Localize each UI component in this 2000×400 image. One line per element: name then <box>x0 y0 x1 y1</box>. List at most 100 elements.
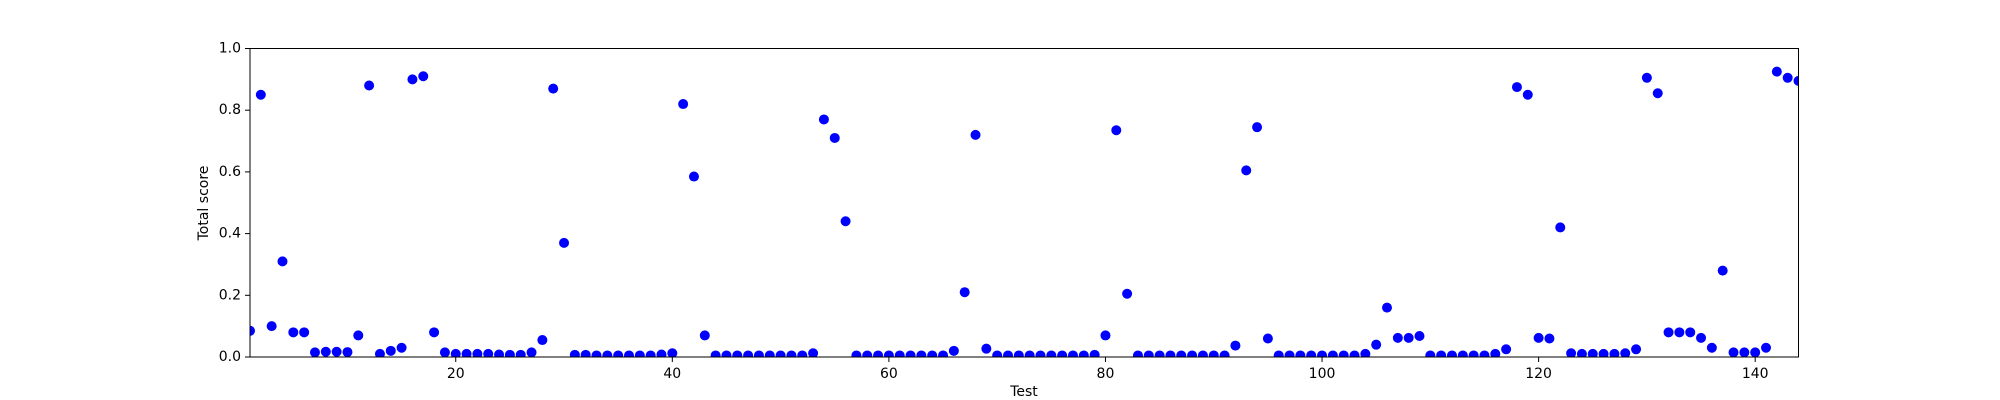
point <box>1544 333 1555 344</box>
point <box>1782 72 1793 83</box>
point <box>1457 350 1468 357</box>
point <box>1576 348 1587 357</box>
point <box>1522 89 1533 100</box>
point <box>645 350 656 357</box>
y-tick-label: 0.4 <box>219 226 241 242</box>
point <box>418 71 429 82</box>
y-tick-label: 0.6 <box>219 164 241 180</box>
point <box>1067 350 1078 357</box>
point <box>439 347 450 357</box>
point <box>1598 348 1609 357</box>
point <box>1631 344 1642 355</box>
point <box>786 350 797 357</box>
point <box>526 347 537 357</box>
point <box>613 350 624 357</box>
point <box>472 348 483 357</box>
points <box>250 66 1799 357</box>
point <box>1057 350 1068 357</box>
point <box>250 325 255 336</box>
point <box>1490 348 1501 357</box>
point <box>1533 332 1544 343</box>
point <box>1706 342 1717 353</box>
point <box>1511 82 1522 93</box>
point <box>559 237 570 248</box>
point <box>905 350 916 357</box>
y-tick-label: 1.0 <box>219 41 241 57</box>
point <box>883 350 894 357</box>
axes-frame <box>249 48 1799 358</box>
point <box>1566 348 1577 357</box>
point <box>1750 347 1761 357</box>
point <box>1078 350 1089 357</box>
point <box>1414 331 1425 342</box>
point <box>1717 265 1728 276</box>
y-axis-label: Total score <box>196 166 212 242</box>
point <box>1555 222 1566 233</box>
point <box>602 350 613 357</box>
point <box>1609 348 1620 357</box>
point <box>797 350 808 357</box>
x-tick-label: 140 <box>1742 366 1769 382</box>
point <box>1501 344 1512 355</box>
point <box>407 74 418 85</box>
point <box>1728 347 1739 357</box>
point <box>364 80 375 91</box>
point <box>829 132 840 143</box>
point <box>1013 350 1024 357</box>
point <box>894 350 905 357</box>
point <box>1761 342 1772 353</box>
point <box>396 342 407 353</box>
point <box>862 350 873 357</box>
point <box>1111 125 1122 136</box>
point <box>1674 327 1685 338</box>
point <box>1468 350 1479 357</box>
point <box>1620 348 1631 357</box>
point <box>353 330 364 341</box>
point <box>537 335 548 346</box>
point <box>1252 122 1263 133</box>
y-tick-label: 0.0 <box>219 349 241 365</box>
point <box>580 349 591 357</box>
point <box>1230 340 1241 351</box>
point <box>1132 350 1143 357</box>
point <box>873 350 884 357</box>
point <box>1273 350 1284 357</box>
point <box>1641 72 1652 83</box>
x-tick-label: 80 <box>1097 366 1115 382</box>
x-tick-label: 60 <box>880 366 898 382</box>
point <box>450 348 461 357</box>
point <box>1793 75 1799 86</box>
point <box>548 83 559 94</box>
x-axis-label: Test <box>1009 384 1038 400</box>
point <box>732 350 743 357</box>
point <box>916 350 927 357</box>
point <box>429 327 440 338</box>
point <box>504 349 515 357</box>
x-tick-label: 100 <box>1309 366 1336 382</box>
point <box>1382 302 1393 313</box>
point <box>1295 350 1306 357</box>
x-tick-label: 120 <box>1525 366 1552 382</box>
point <box>1479 350 1490 357</box>
point <box>938 350 949 357</box>
point <box>385 345 396 356</box>
point <box>992 350 1003 357</box>
point <box>1154 350 1165 357</box>
x-tick-label: 20 <box>447 366 465 382</box>
point <box>1046 350 1057 357</box>
point <box>1122 288 1133 299</box>
point <box>1685 327 1696 338</box>
point <box>1100 330 1111 341</box>
point <box>1360 348 1371 357</box>
point <box>808 348 819 357</box>
point <box>1197 350 1208 357</box>
point <box>1403 332 1414 343</box>
point <box>634 350 645 357</box>
point <box>494 349 505 357</box>
point <box>1024 350 1035 357</box>
point <box>721 350 732 357</box>
point <box>667 348 678 357</box>
point <box>1176 350 1187 357</box>
point <box>342 347 353 357</box>
